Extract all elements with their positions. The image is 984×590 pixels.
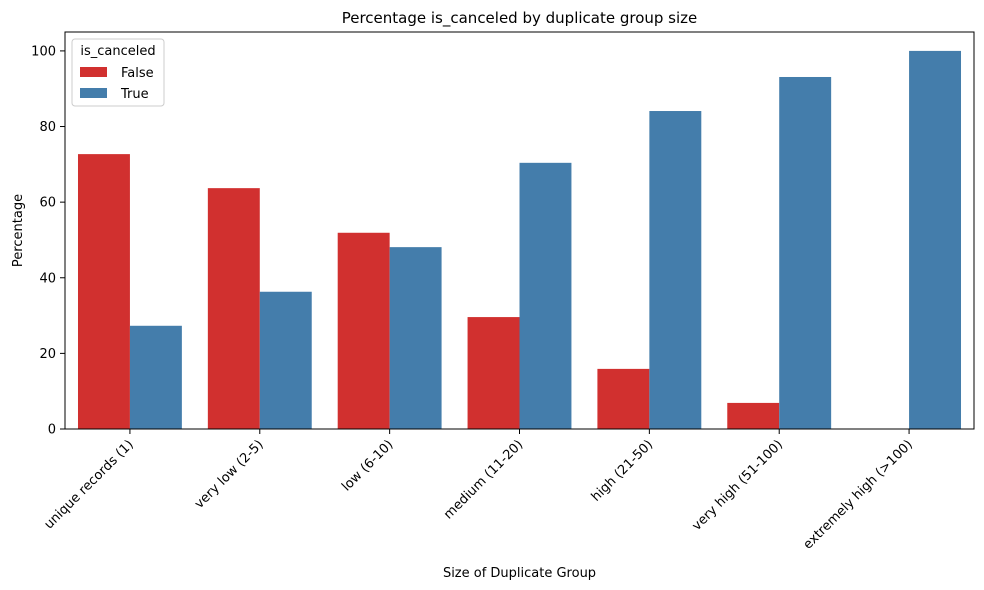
x-tick-label-very-high-51-100: very high (51-100) [690,437,787,534]
y-tick-label-20: 20 [39,347,56,362]
legend-label-true: True [120,87,149,102]
bar-false-medium-11-20 [468,317,520,429]
bar-false-high-21-50 [597,369,649,429]
bar-true-low-6-10 [390,247,442,429]
y-tick-label-80: 80 [39,120,56,135]
bar-true-very-high-51-100 [779,77,831,429]
x-tick-label-high-21-50: high (21-50) [589,437,656,504]
x-tick-label-low-6-10: low (6-10) [339,437,396,494]
x-tick-label-unique-records-1: unique records (1) [42,437,137,532]
bar-false-very-high-51-100 [727,403,779,429]
bar-true-extremely-high-100 [909,51,961,429]
x-axis-label: Size of Duplicate Group [443,566,596,581]
x-axis: unique records (1) very low (2-5) low (6-1… [42,429,916,553]
bar-false-unique-records-1 [78,154,130,429]
bar-true-very-low-2-5 [260,292,312,429]
y-axis-label: Percentage [11,194,26,267]
y-tick-label-60: 60 [39,196,56,211]
x-tick-label-very-low-2-5: very low (2-5) [192,437,267,512]
legend: is_canceled False True [72,39,164,106]
y-tick-label-100: 100 [31,44,56,59]
legend-label-false: False [121,66,154,81]
legend-swatch-false [80,67,107,77]
y-tick-label-0: 0 [48,423,56,438]
legend-title: is_canceled [80,44,155,59]
legend-swatch-true [80,88,107,98]
bar-false-very-low-2-5 [208,188,260,429]
x-tick-label-medium-11-20: medium (11-20) [441,437,526,522]
y-axis: 0 20 40 60 80 100 [31,44,65,437]
x-tick-label-extremely-high-100: extremely high (>100) [801,437,916,552]
bar-true-medium-11-20 [520,163,572,429]
chart-title: Percentage is_canceled by duplicate grou… [342,9,698,28]
bar-false-low-6-10 [338,233,390,429]
bars-group [78,51,961,429]
bar-true-high-21-50 [649,111,701,429]
bar-true-unique-records-1 [130,326,182,429]
y-tick-label-40: 40 [39,271,56,286]
